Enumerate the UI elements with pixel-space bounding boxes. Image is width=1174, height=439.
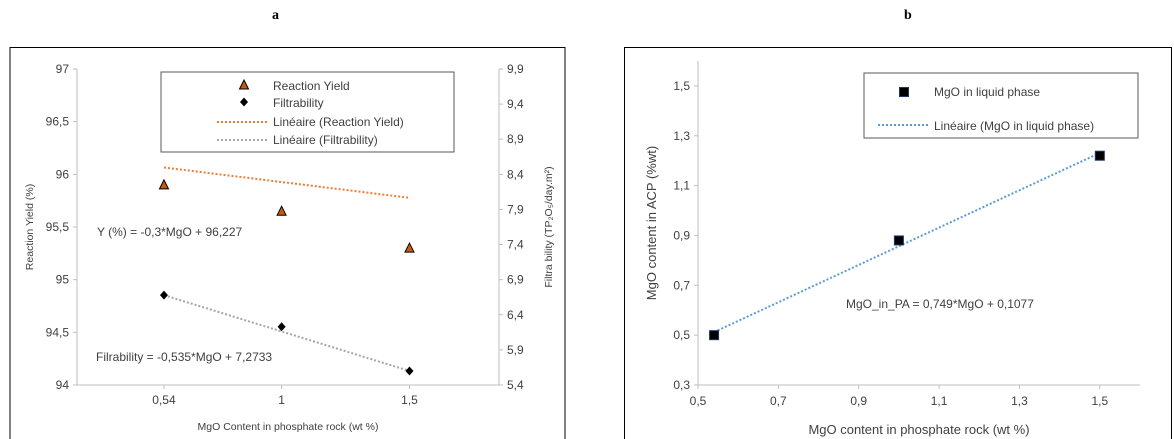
chart-a-x-tick-label: 1,5 [401, 393, 418, 407]
chart-b-legend-label: Linéaire (MgO in liquid phase) [934, 119, 1094, 133]
chart-a-y-tick-label: 95,5 [46, 220, 70, 234]
chart-b-x-axis-title: MgO content in phosphate rock (wt %) [808, 422, 1029, 437]
chart-a-point-filtrability [277, 322, 286, 332]
chart-b-point [1094, 150, 1105, 161]
chart-a-y2-tick-label: 9,9 [507, 62, 524, 76]
chart-a-y2-axis-title: Filtra bility (TP₂O₅/day.m²) [543, 166, 555, 287]
chart-b-y-tick-label: 1,1 [673, 179, 690, 193]
chart-a-annotation-yield-equation: Y (%) = -0,3*MgO + 96,227 [97, 225, 243, 239]
chart-b-point [893, 235, 904, 246]
chart-b-point [709, 330, 720, 341]
chart-b-legend-label: MgO in liquid phase [934, 85, 1040, 99]
chart-a-y2-tick-label: 6,4 [507, 308, 524, 322]
chart-a-frame [9, 47, 566, 439]
chart-a-legend-label: Linéaire (Reaction Yield) [273, 115, 404, 129]
chart-a-x-tick-label: 0,54 [152, 393, 176, 407]
chart-b-y-axis-title: MgO content in ACP (%wt) [644, 146, 659, 300]
chart-b-legend-box [863, 72, 1139, 139]
chart-b-trendline [713, 152, 1101, 334]
chart-a-trendline-reaction-yield [163, 166, 410, 199]
chart-a-point-reaction-yield [404, 241, 415, 253]
chart-b-frame [624, 47, 1172, 439]
panel-label-a: a [272, 8, 279, 23]
chart-b-x-tick-label: 1,3 [1011, 394, 1028, 408]
chart-b-legend-symbol-points [899, 87, 909, 97]
chart-a-annotation-filtrability-equation: Filrability = -0,535*MgO + 7,2733 [96, 350, 272, 364]
chart-a-legend-label: Reaction Yield [273, 79, 350, 93]
chart-a-y2-tick-label: 7,4 [507, 238, 524, 252]
chart-a-x-axis-title: MgO Content in phosphate rock (wt %) [198, 421, 379, 433]
chart-b-x-tick-label: 1,5 [1091, 394, 1108, 408]
chart-b-x-tick-label: 0,7 [770, 394, 787, 408]
chart-b-x-tick-label: 1,1 [931, 394, 948, 408]
chart-a-y-tick-label: 96 [56, 167, 70, 181]
chart-a-point-reaction-yield [158, 178, 170, 190]
chart-a-y2-tick-label: 9,4 [507, 97, 524, 111]
chart-a-point-filtrability [159, 290, 168, 300]
chart-a-trendline-filtrability [163, 294, 410, 372]
chart-b-y-tick-label: 0,7 [673, 278, 690, 292]
chart-a-y2-tick-label: 6,9 [507, 273, 524, 287]
chart-a-legend-symbol-filtrability [240, 97, 248, 107]
chart-a-legend-label: Linéaire (Filtrability) [273, 133, 378, 147]
chart-a-legend-symbol-reaction-yield [238, 78, 250, 90]
chart-a-y-tick-label: 96,5 [46, 115, 70, 129]
chart-b-y-tick-label: 0,3 [673, 378, 690, 392]
chart-a-y-tick-label: 95 [56, 273, 70, 287]
chart-a-y-tick-label: 94 [56, 378, 70, 392]
chart-b-y-tick-label: 1,3 [673, 129, 690, 143]
chart-b-y-tick-label: 0,9 [673, 228, 690, 242]
chart-a-y2-tick-label: 5,9 [507, 343, 524, 357]
chart-b-x-tick-label: 0,9 [850, 394, 867, 408]
chart-b-annotation-equation: MgO_in_PA = 0,749*MgO + 0,1077 [846, 297, 1034, 311]
chart-a-point-reaction-yield [276, 205, 287, 216]
chart-b-y-tick-label: 0,5 [673, 328, 690, 342]
chart-a-x-tick-label: 1 [278, 393, 285, 407]
chart-a-y2-tick-label: 8,9 [507, 132, 524, 146]
chart-a-y-axis-title: Reaction Yield (%) [24, 184, 36, 270]
chart-a-y-tick-label: 97 [56, 62, 70, 76]
chart-a-point-filtrability [405, 366, 414, 376]
chart-b-y-tick-label: 1,5 [673, 79, 690, 93]
chart-a-y-tick-label: 94,5 [46, 325, 70, 339]
chart-b-x-tick-label: 0,5 [690, 394, 707, 408]
chart-a-legend-label: Filtrability [273, 96, 324, 110]
chart-a-y2-tick-label: 5,4 [507, 378, 524, 392]
chart-a-y2-tick-label: 8,4 [507, 167, 524, 181]
chart-a-y2-tick-label: 7,9 [507, 202, 524, 216]
chart-a-legend-box [160, 71, 455, 153]
panel-label-b: b [904, 8, 912, 23]
